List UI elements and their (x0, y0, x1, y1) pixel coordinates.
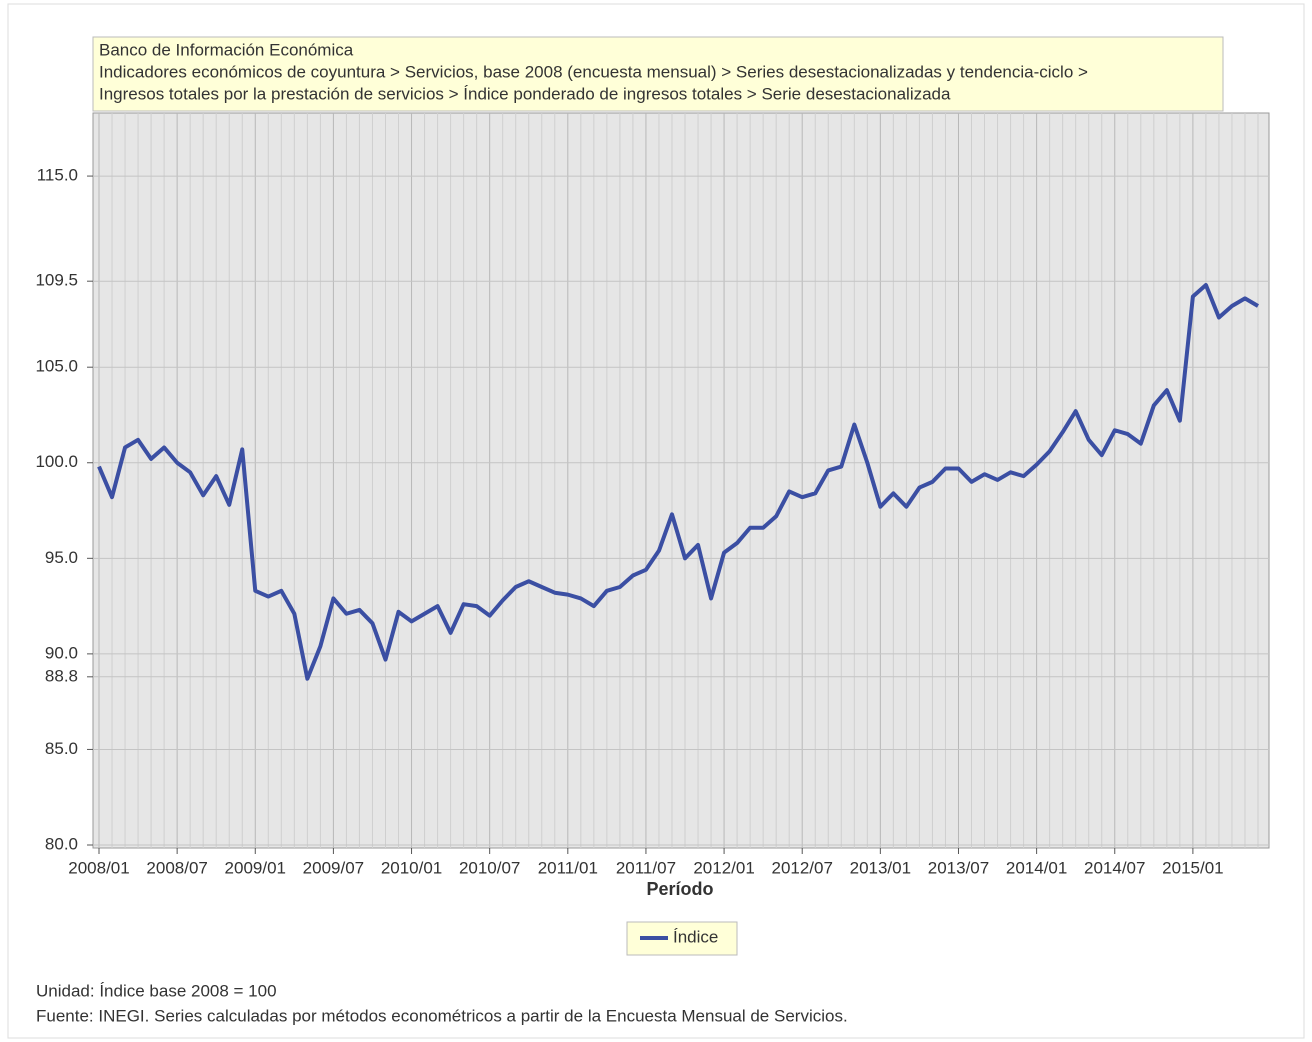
x-tick-label: 2009/07 (303, 858, 364, 877)
plot-area (92, 112, 1270, 849)
header-line: Ingresos totales por la prestación de se… (99, 84, 951, 103)
x-tick-label: 2014/01 (1006, 858, 1067, 877)
y-tick-label: 88.8 (45, 666, 78, 685)
x-tick-label: 2013/01 (850, 858, 911, 877)
x-tick-label: 2011/07 (616, 858, 676, 877)
y-tick-label: 85.0 (45, 739, 78, 758)
x-tick-label: 2013/07 (928, 858, 989, 877)
x-tick-label: 2008/07 (146, 858, 207, 877)
source-note: Fuente: INEGI. Series calculadas por mét… (36, 1006, 848, 1025)
y-tick-label: 105.0 (35, 357, 78, 376)
x-tick-label: 2012/01 (693, 858, 754, 877)
y-tick-label: 90.0 (45, 643, 78, 662)
y-tick-label: 100.0 (35, 452, 78, 471)
x-tick-label: 2009/01 (225, 858, 286, 877)
x-axis-title: Período (646, 879, 713, 899)
x-tick-label: 2010/01 (381, 858, 442, 877)
header-box (92, 36, 1224, 112)
x-tick-label: 2008/01 (68, 858, 129, 877)
x-tick-label: 2014/07 (1084, 858, 1145, 877)
series-line (97, 283, 1260, 681)
y-tick-label: 80.0 (45, 834, 78, 853)
y-tick-label: 115.0 (37, 166, 78, 185)
unit-note: Unidad: Índice base 2008 = 100 (36, 981, 277, 1000)
header-line: Banco de Información Económica (99, 40, 354, 59)
y-tick-label: 109.5 (35, 271, 78, 290)
y-tick-label: 95.0 (45, 548, 78, 567)
x-tick-label: 2010/07 (459, 858, 520, 877)
x-tick-label: 2012/07 (771, 858, 832, 877)
legend-label: Índice (673, 927, 718, 946)
header-line: Indicadores económicos de coyuntura > Se… (99, 62, 1088, 81)
x-tick-label: 2011/01 (538, 858, 598, 877)
x-tick-label: 2015/01 (1162, 858, 1223, 877)
